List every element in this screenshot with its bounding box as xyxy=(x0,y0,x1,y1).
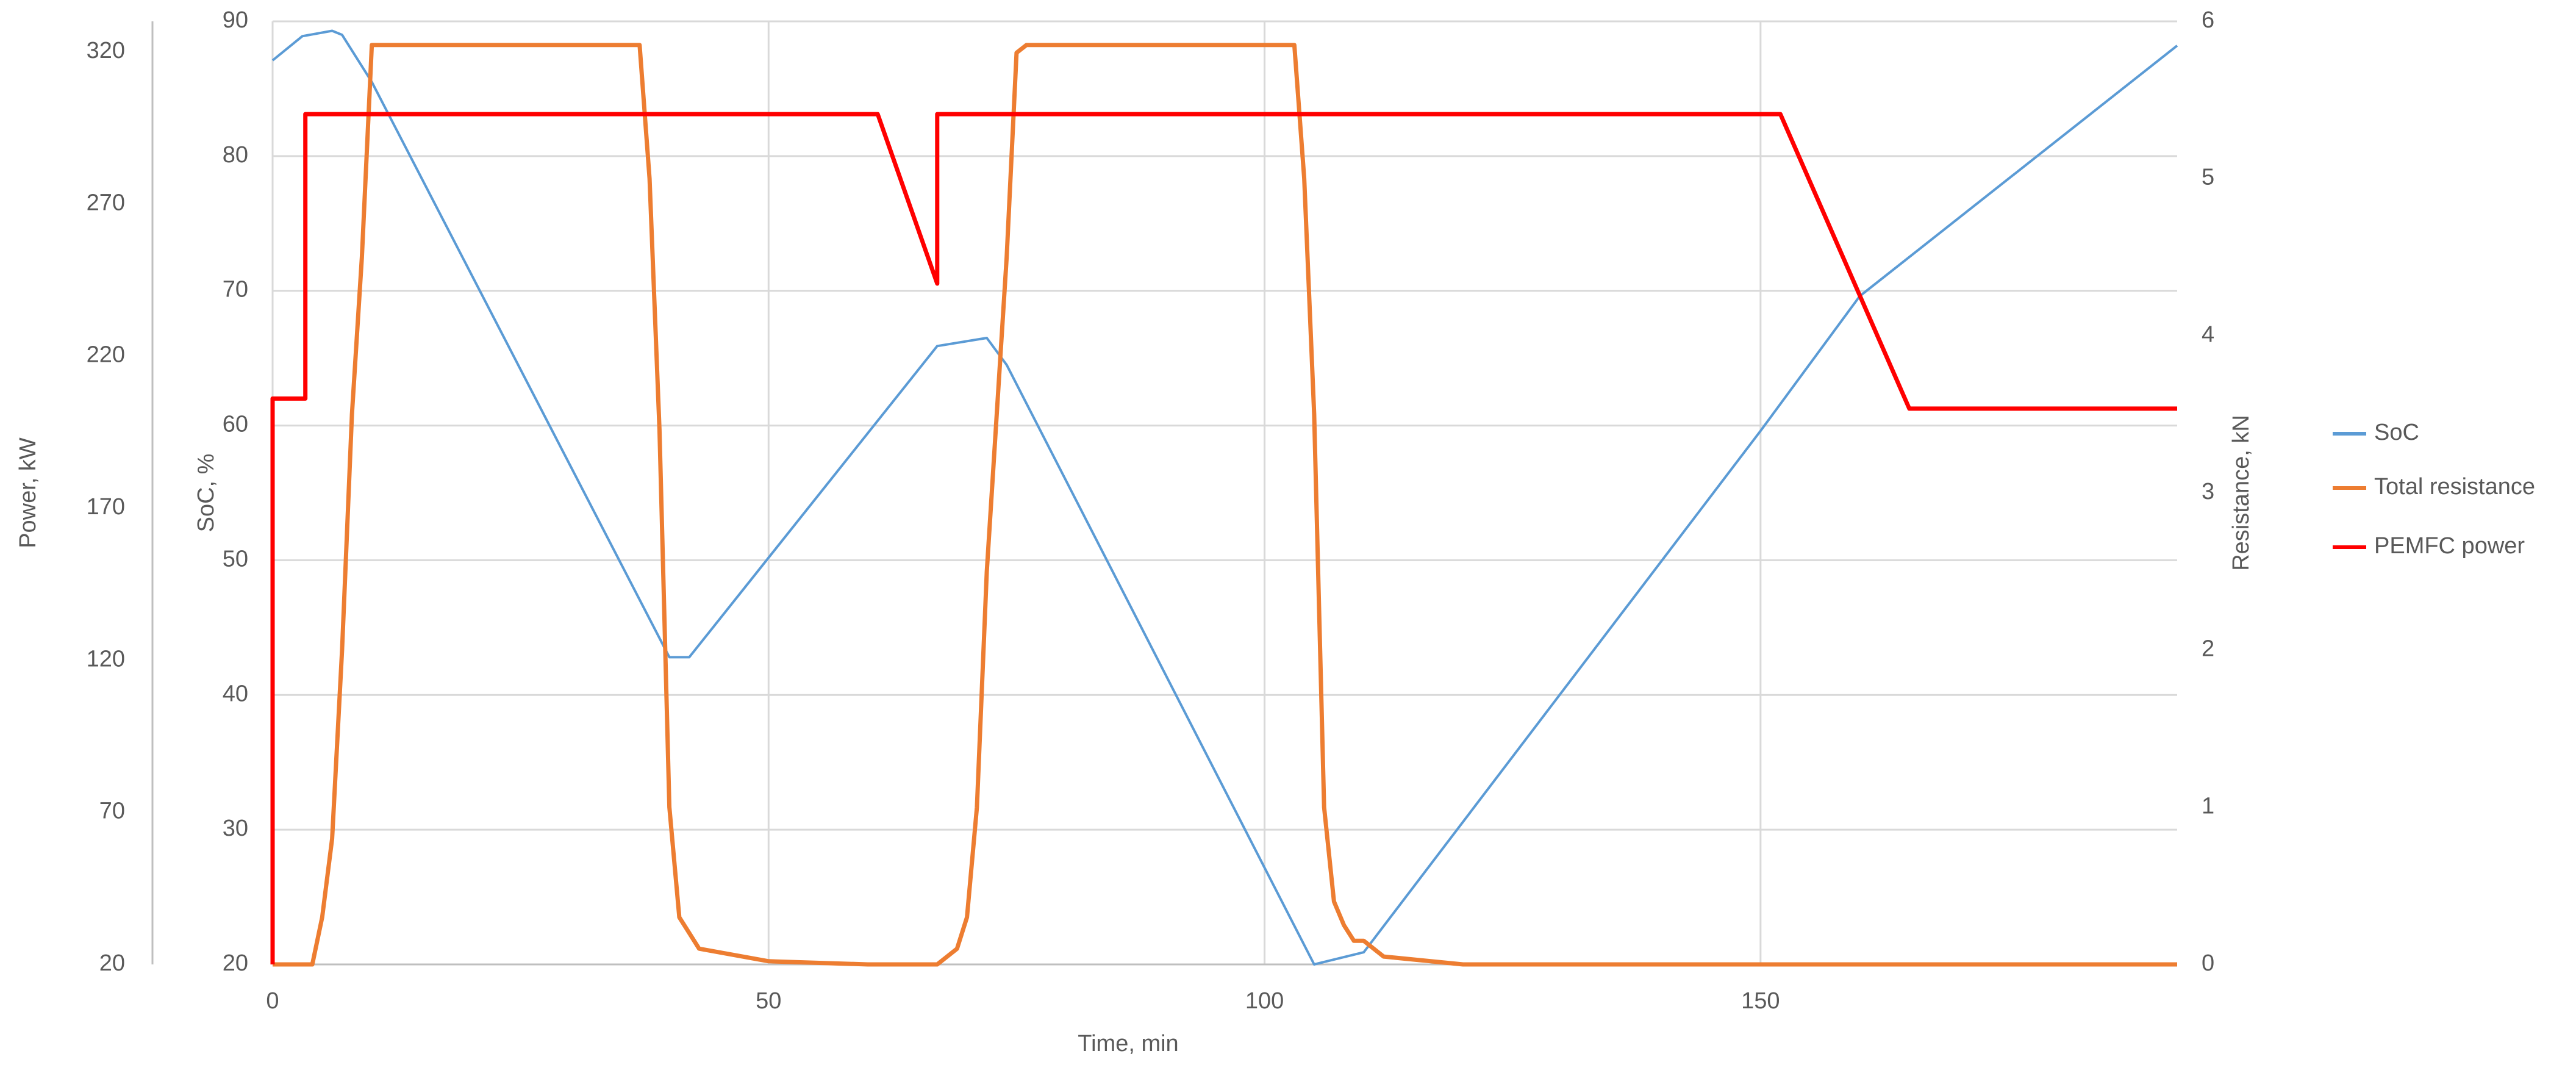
y-tick-label: 50 xyxy=(223,546,248,572)
y-tick-label: 70 xyxy=(223,277,248,303)
legend-label: PEMFC power xyxy=(2374,533,2525,559)
y2-tick-label: 3 xyxy=(2202,479,2214,504)
y-tick-label: 30 xyxy=(223,816,248,841)
series-line xyxy=(270,112,2177,964)
y3-tick-label: 320 xyxy=(87,38,125,63)
x-tick-label: 0 xyxy=(266,988,279,1014)
y3-tick-label: 220 xyxy=(87,342,125,368)
x-axis-title: Time, min xyxy=(1078,1031,1178,1057)
y3-axis-title: Power, kW xyxy=(15,437,41,548)
y3-tick-label: 270 xyxy=(87,190,125,215)
y3-tick-label: 20 xyxy=(99,950,125,976)
y2-tick-label: 4 xyxy=(2202,321,2214,347)
y2-axis-title: Resistance, kN xyxy=(2228,415,2254,571)
y-tick-label: 40 xyxy=(223,681,248,706)
legend-label: SoC xyxy=(2374,420,2419,445)
x-tick-label: 100 xyxy=(1245,988,1284,1014)
series-line xyxy=(271,29,2178,966)
y3-tick-label: 170 xyxy=(87,494,125,520)
y-tick-label: 90 xyxy=(223,7,248,33)
y2-tick-label: 6 xyxy=(2202,7,2214,33)
y3-tick-label: 70 xyxy=(99,798,125,824)
y3-tick-label: 120 xyxy=(87,646,125,672)
y-tick-label: 60 xyxy=(223,412,248,437)
x-tick-label: 50 xyxy=(756,988,781,1014)
y2-tick-label: 2 xyxy=(2202,636,2214,662)
y-tick-label: 80 xyxy=(223,142,248,168)
legend-label: Total resistance xyxy=(2374,474,2535,500)
y2-tick-label: 5 xyxy=(2202,165,2214,190)
series-line xyxy=(273,43,2177,967)
y-axis-title: SoC, % xyxy=(193,454,219,533)
y-tick-label: 20 xyxy=(223,950,248,976)
y2-tick-label: 0 xyxy=(2202,950,2214,976)
x-tick-label: 150 xyxy=(1741,988,1780,1014)
y2-tick-label: 1 xyxy=(2202,793,2214,819)
